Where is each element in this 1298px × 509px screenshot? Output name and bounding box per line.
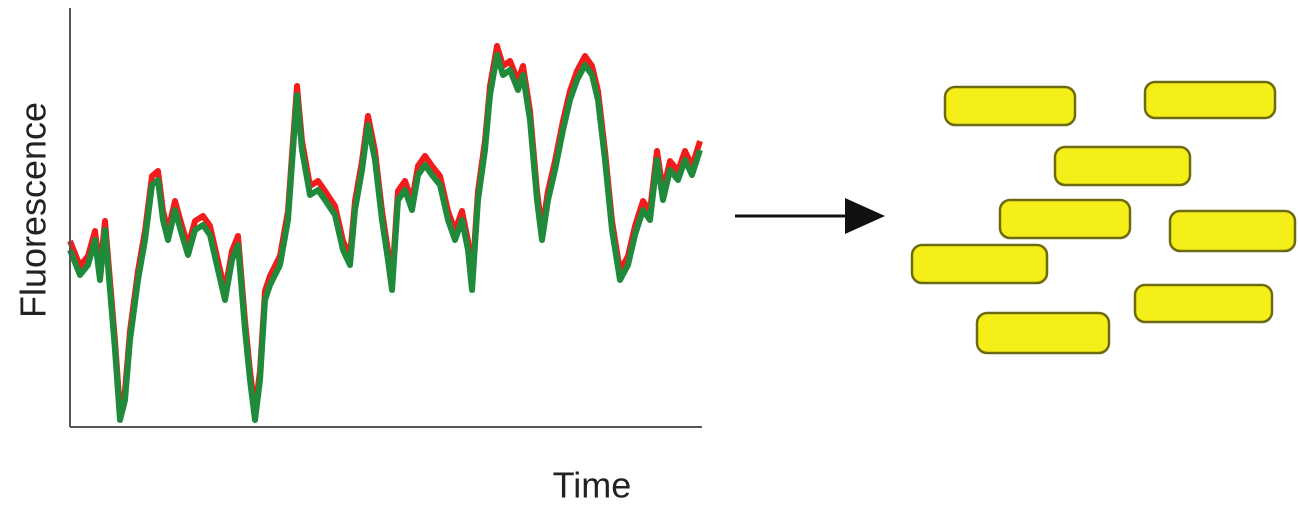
cell xyxy=(1135,285,1272,322)
y-axis-label: Fluorescence xyxy=(13,102,54,318)
cell xyxy=(1145,82,1275,118)
arrow xyxy=(735,198,885,234)
cell xyxy=(945,87,1075,125)
cells xyxy=(912,82,1295,353)
arrow-head xyxy=(845,198,885,234)
cell xyxy=(912,245,1047,283)
cell xyxy=(1000,200,1130,238)
cell xyxy=(977,313,1109,353)
plot: Fluorescence Time xyxy=(13,8,702,506)
x-axis-label: Time xyxy=(553,465,632,506)
page: Fluorescence Time (() => { const data = … xyxy=(0,0,1298,509)
green-trace xyxy=(70,55,700,420)
cell xyxy=(1055,147,1190,185)
cell xyxy=(1170,211,1295,251)
figure: Fluorescence Time xyxy=(0,0,1298,509)
